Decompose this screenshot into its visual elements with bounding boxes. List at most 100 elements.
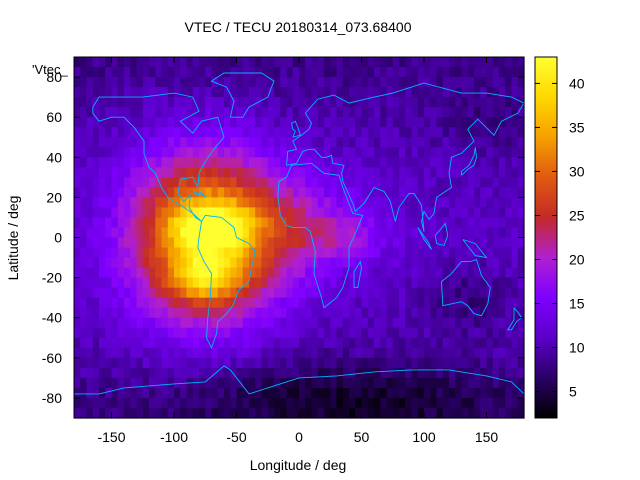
heatmap-cell (311, 157, 319, 168)
heatmap-cell (367, 127, 375, 138)
heatmap-cell (342, 127, 350, 138)
heatmap-cell (274, 127, 281, 138)
heatmap-cell (180, 167, 188, 178)
heatmap-cell (467, 137, 475, 148)
heatmap-cell (492, 297, 500, 309)
heatmap-cell (80, 97, 88, 108)
heatmap-cell (224, 297, 231, 309)
x-axis-label: Longitude / deg (250, 457, 347, 473)
heatmap-cell (405, 367, 413, 379)
heatmap-cell (430, 247, 438, 259)
heatmap-cell (217, 77, 225, 88)
heatmap-cell (180, 407, 188, 419)
heatmap-cell (492, 277, 500, 289)
heatmap-cell (149, 127, 156, 138)
heatmap-cell (474, 277, 481, 289)
heatmap-cell (330, 87, 338, 98)
heatmap-cell (480, 247, 488, 259)
heatmap-cell (505, 77, 513, 88)
heatmap-cell (374, 367, 381, 379)
heatmap-cell (467, 307, 475, 319)
heatmap-cell (161, 177, 169, 188)
heatmap-cell (186, 97, 194, 108)
heatmap-cell (174, 277, 181, 289)
heatmap-cell (442, 337, 450, 349)
heatmap-cell (349, 177, 356, 188)
heatmap-cell (492, 107, 500, 118)
heatmap-cell (511, 97, 519, 108)
heatmap-cell (292, 367, 300, 379)
heatmap-cell (330, 107, 338, 118)
heatmap-cell (499, 297, 506, 309)
heatmap-cell (305, 187, 313, 198)
heatmap-cell (392, 187, 400, 198)
heatmap-cell (311, 317, 319, 329)
heatmap-cell (99, 147, 106, 158)
coastline-overlay (74, 72, 525, 395)
x-tick-label: 50 (354, 429, 370, 445)
heatmap-cell (392, 397, 400, 409)
heatmap-cell (380, 227, 388, 239)
heatmap-cell (374, 347, 381, 359)
heatmap-cell (224, 377, 231, 389)
heatmap-cell (105, 247, 113, 259)
heatmap-cell (280, 247, 288, 259)
heatmap-cell (111, 107, 119, 118)
heatmap-cell (405, 207, 413, 219)
heatmap-cell (236, 157, 244, 168)
heatmap-cell (161, 107, 169, 118)
heatmap-cell (149, 157, 156, 168)
heatmap-cell (149, 117, 156, 128)
heatmap-cell (99, 337, 106, 349)
heatmap-cell (292, 227, 300, 239)
heatmap-cell (324, 107, 331, 118)
heatmap-cell (186, 77, 194, 88)
heatmap-cell (374, 407, 381, 419)
heatmap-cell (267, 187, 275, 198)
heatmap-cell (474, 217, 481, 229)
heatmap-cell (392, 237, 400, 249)
heatmap-cell (386, 387, 394, 399)
heatmap-cell (430, 197, 438, 209)
heatmap-cell (224, 137, 231, 148)
heatmap-cell (474, 227, 481, 239)
heatmap-cell (174, 317, 181, 329)
heatmap-cell (405, 117, 413, 128)
heatmap-cell (461, 147, 469, 158)
heatmap-cell (474, 77, 481, 88)
heatmap-cell (124, 207, 131, 219)
heatmap-cell (374, 217, 381, 229)
heatmap-cell (192, 287, 200, 299)
heatmap-cell (324, 67, 331, 78)
heatmap-cell (474, 107, 481, 118)
heatmap-cell (205, 107, 213, 118)
heatmap-cell (167, 127, 175, 138)
heatmap-cell (86, 137, 94, 148)
heatmap-cell (242, 177, 250, 188)
heatmap-cell (467, 167, 475, 178)
heatmap-cell (267, 157, 275, 168)
heatmap-cell (149, 367, 156, 379)
heatmap-cell (261, 57, 269, 68)
heatmap-cell (117, 57, 125, 68)
heatmap-cell (261, 317, 269, 329)
heatmap-cell (192, 257, 200, 269)
heatmap-cell (242, 327, 250, 339)
heatmap-cell (249, 77, 256, 88)
heatmap-cell (180, 277, 188, 289)
heatmap-cell (305, 157, 313, 168)
heatmap-cell (355, 237, 363, 249)
heatmap-cell (130, 117, 138, 128)
heatmap-cell (280, 177, 288, 188)
heatmap-cell (280, 357, 288, 369)
heatmap-cell (336, 377, 344, 389)
heatmap-cell (367, 257, 375, 269)
heatmap-cell (305, 57, 313, 68)
heatmap-cell (480, 267, 488, 279)
heatmap-cell (317, 137, 325, 148)
heatmap-cell (217, 337, 225, 349)
heatmap-cell (505, 397, 513, 409)
heatmap-cell (392, 127, 400, 138)
heatmap-cell (317, 237, 325, 249)
